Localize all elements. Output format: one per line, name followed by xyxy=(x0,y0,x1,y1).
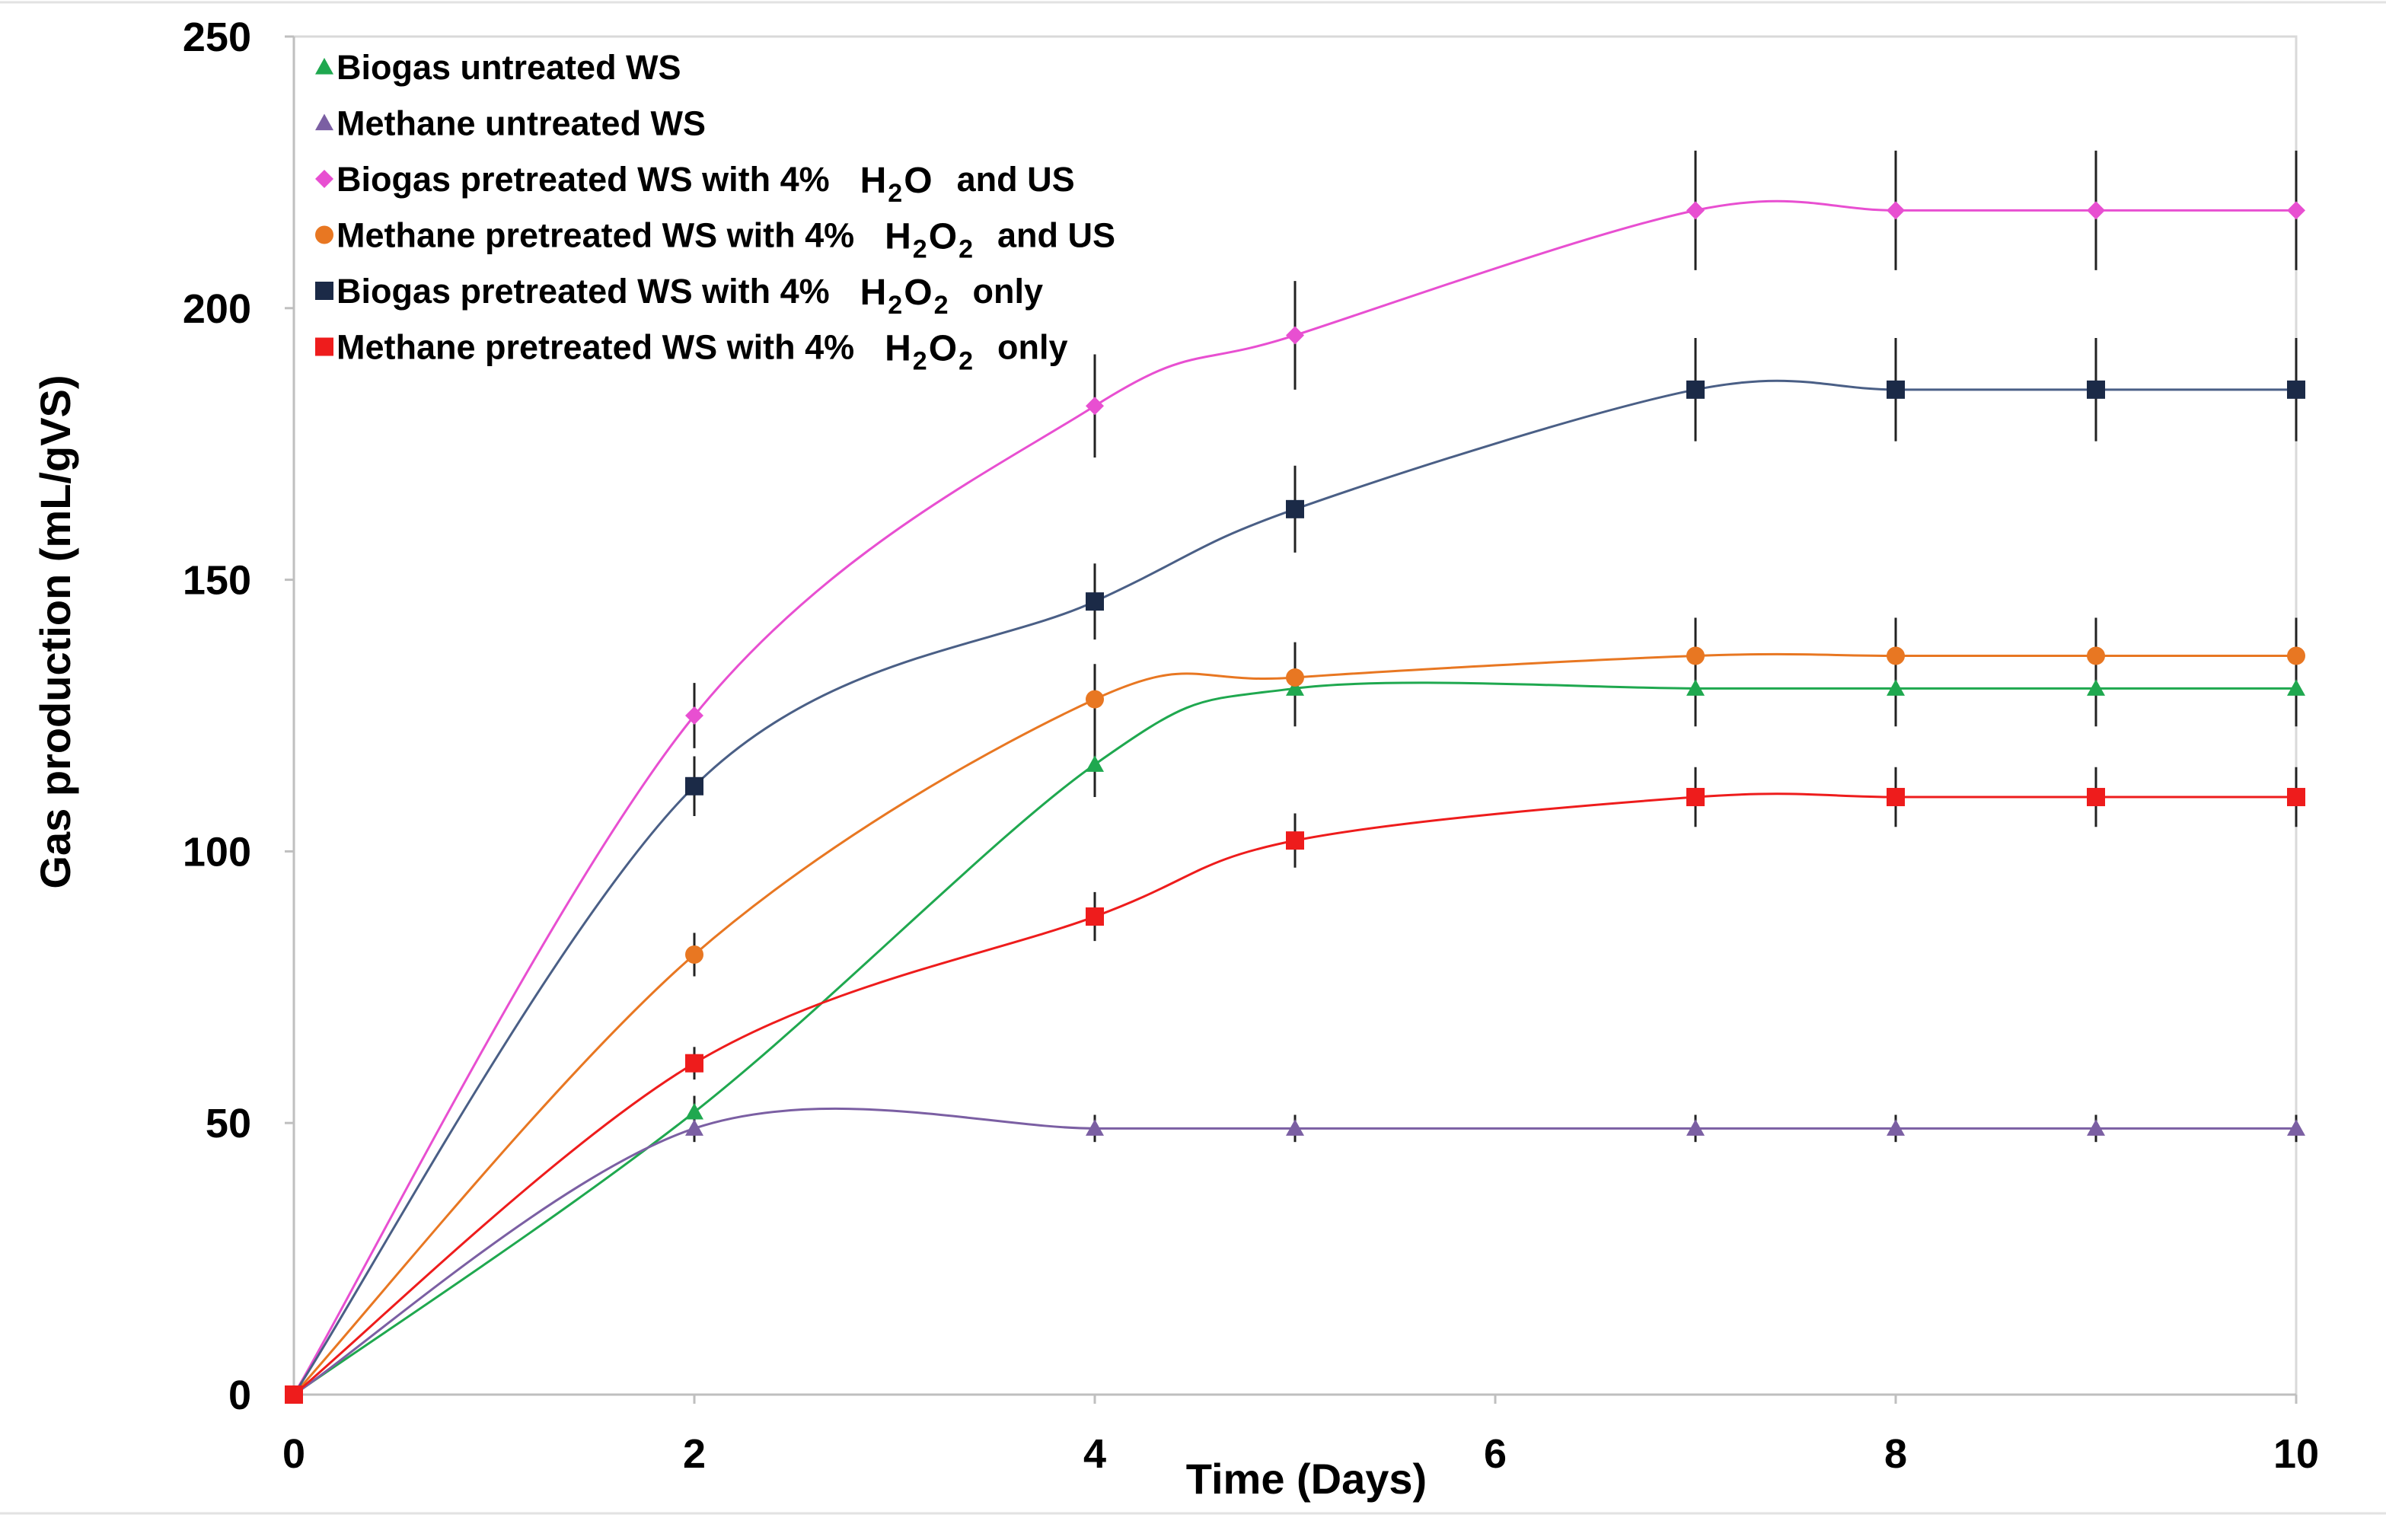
x-tick-label: 8 xyxy=(1884,1431,1907,1477)
data-point-series-6 xyxy=(1887,788,1905,807)
legend-formula-sub-3: 2 xyxy=(888,179,902,208)
series-line-1 xyxy=(293,681,2296,1396)
data-point-series-5 xyxy=(2087,380,2105,399)
legend-formula-sub-5: 2 xyxy=(888,291,902,320)
data-point-series-5 xyxy=(1887,380,1905,399)
legend-formula-sub-6: 2 xyxy=(913,347,927,376)
y-tick-label: 50 xyxy=(206,1101,251,1146)
data-point-series-4 xyxy=(1286,668,1304,687)
legend-formula-o-6: O xyxy=(929,329,957,369)
data-point-series-2 xyxy=(1086,1119,1104,1136)
legend-marker-2 xyxy=(315,113,333,131)
legend-label-5: Biogas pretreated WS with 4% xyxy=(337,272,830,311)
data-point-series-6 xyxy=(2287,788,2305,807)
data-point-series-4 xyxy=(1887,646,1905,665)
series-line-6 xyxy=(293,792,2296,1396)
legend-suffix-6: only xyxy=(997,328,1068,367)
x-tick-label: 4 xyxy=(1083,1431,1106,1477)
data-point-series-1 xyxy=(1686,679,1705,696)
data-point-series-1 xyxy=(2087,679,2105,696)
data-point-series-5 xyxy=(1686,380,1705,399)
legend-label-6: Methane pretreated WS with 4% xyxy=(337,328,854,367)
data-point-series-6 xyxy=(685,1054,703,1073)
legend-marker-5 xyxy=(315,282,333,300)
data-point-series-2 xyxy=(2287,1119,2305,1136)
data-point-series-4 xyxy=(1686,646,1705,665)
y-tick-label: 200 xyxy=(183,286,251,332)
data-point-series-6 xyxy=(1686,788,1705,807)
legend-formula-sub2-6: 2 xyxy=(959,347,973,376)
data-point-series-2 xyxy=(2087,1119,2105,1136)
data-point-series-4 xyxy=(2287,646,2305,665)
data-point-series-3 xyxy=(1887,201,1905,220)
data-point-series-2 xyxy=(685,1119,703,1136)
legend-formula-o-3: O xyxy=(904,161,932,201)
data-point-series-6 xyxy=(285,1385,303,1404)
series-line-4 xyxy=(292,652,2296,1396)
legend-formula-3: H xyxy=(860,161,887,201)
data-point-series-1 xyxy=(1887,679,1905,696)
legend-formula-sub-4: 2 xyxy=(913,235,927,264)
legend-formula-sub2-4: 2 xyxy=(959,235,973,264)
data-point-series-1 xyxy=(1286,679,1304,696)
legend-marker-6 xyxy=(315,337,333,356)
data-point-series-5 xyxy=(1086,592,1104,611)
legend-label-3: Biogas pretreated WS with 4% xyxy=(337,160,830,199)
legend-label-1: Biogas untreated WS xyxy=(337,48,681,87)
legend-suffix-4: and US xyxy=(997,216,1115,255)
data-point-series-2 xyxy=(1686,1119,1705,1136)
x-axis-title: Time (Days) xyxy=(1186,1455,1427,1503)
data-point-series-4 xyxy=(1086,690,1104,709)
y-tick-label: 0 xyxy=(228,1373,251,1418)
data-point-series-3 xyxy=(1086,397,1104,416)
x-tick-label: 10 xyxy=(2273,1431,2319,1477)
y-tick-label: 100 xyxy=(183,829,251,875)
y-tick-label: 250 xyxy=(183,14,251,60)
legend-suffix-5: only xyxy=(972,272,1043,311)
data-point-series-1 xyxy=(2287,679,2305,696)
legend-formula-o-4: O xyxy=(929,217,957,257)
data-point-series-6 xyxy=(2087,788,2105,807)
data-point-series-1 xyxy=(685,1102,703,1120)
legend-formula-5: H xyxy=(860,273,887,313)
legend-formula-6: H xyxy=(885,329,911,369)
y-axis-title: Gas production (mL/gVS) xyxy=(31,375,79,888)
data-point-series-2 xyxy=(1887,1119,1905,1136)
data-point-series-5 xyxy=(2287,380,2305,399)
data-point-series-3 xyxy=(2287,201,2305,220)
data-point-series-3 xyxy=(2087,201,2105,220)
y-tick-label: 150 xyxy=(183,558,251,604)
data-point-series-3 xyxy=(1686,201,1705,220)
legend-marker-3 xyxy=(315,170,333,188)
data-point-series-6 xyxy=(1286,831,1304,850)
data-point-series-3 xyxy=(685,706,703,725)
x-tick-label: 2 xyxy=(683,1431,706,1477)
series-line-2 xyxy=(293,1107,2296,1396)
data-point-series-6 xyxy=(1086,907,1104,926)
data-point-series-1 xyxy=(1086,755,1104,772)
legend-label-4: Methane pretreated WS with 4% xyxy=(337,216,854,255)
data-point-series-4 xyxy=(685,945,703,964)
legend-label-2: Methane untreated WS xyxy=(337,104,706,143)
legend-marker-1 xyxy=(315,58,333,75)
legend-formula-sub2-5: 2 xyxy=(934,291,949,320)
legend-formula-4: H xyxy=(885,217,911,257)
legend-suffix-3: and US xyxy=(957,160,1075,199)
data-point-series-3 xyxy=(1286,326,1304,345)
legend-marker-4 xyxy=(315,225,333,244)
data-point-series-2 xyxy=(1286,1119,1304,1136)
data-point-series-4 xyxy=(2087,646,2105,665)
data-point-series-5 xyxy=(685,776,703,796)
x-tick-label: 0 xyxy=(282,1431,305,1477)
data-point-series-5 xyxy=(1286,499,1304,518)
legend-formula-o-5: O xyxy=(904,273,932,313)
x-tick-label: 6 xyxy=(1484,1431,1507,1477)
